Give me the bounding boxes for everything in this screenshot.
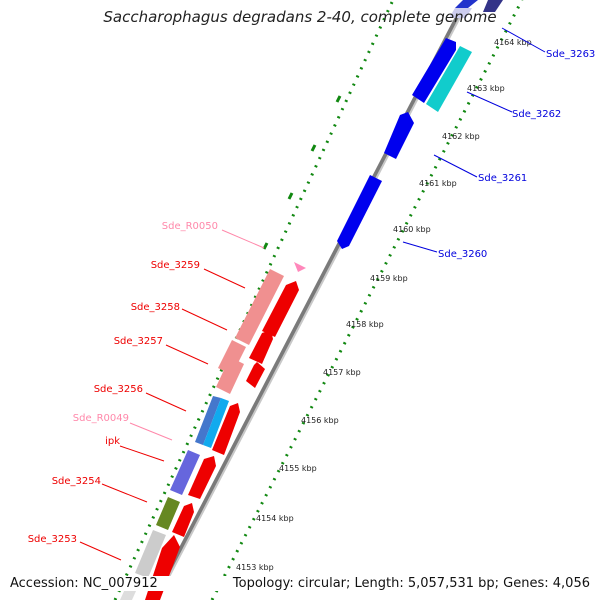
gene-sde3254-green[interactable] bbox=[156, 497, 180, 530]
gene-sde3257-light[interactable] bbox=[216, 357, 244, 394]
gene-label[interactable]: Sde_3259 bbox=[151, 260, 200, 271]
tick-label: 4158 kbp bbox=[346, 320, 384, 329]
backbone-line bbox=[152, 0, 468, 600]
gene-sde3253-gray[interactable] bbox=[135, 530, 166, 578]
gene-sde3258-light[interactable] bbox=[218, 340, 246, 375]
gene-sde3262-blue[interactable] bbox=[412, 38, 456, 103]
leader-line bbox=[101, 483, 148, 503]
gene-ipk[interactable] bbox=[188, 456, 216, 499]
leader-line bbox=[221, 229, 265, 249]
gene-label[interactable]: Sde_3262 bbox=[512, 109, 561, 120]
leader-line bbox=[203, 268, 246, 289]
ring-tick bbox=[287, 192, 294, 200]
gene-label[interactable]: Sde_3253 bbox=[28, 534, 77, 545]
gene-label[interactable]: Sde_3260 bbox=[438, 249, 487, 260]
leader-line bbox=[466, 91, 513, 113]
topology-text: Topology: circular; Length: 5,057,531 bp… bbox=[232, 576, 590, 591]
gene-sde3259-light[interactable] bbox=[235, 269, 284, 345]
tick-label: 4159 kbp bbox=[370, 274, 408, 283]
ring-tick bbox=[262, 242, 269, 250]
gene-sde3262[interactable] bbox=[426, 46, 472, 112]
left-labels: Sde_R0050 Sde_3259 Sde_3258 Sde_3257 Sde_325… bbox=[28, 221, 265, 561]
tick-label: 4156 kbp bbox=[301, 416, 339, 425]
tick-label: 4164 kbp bbox=[494, 38, 532, 47]
gene-label[interactable]: Sde_3263 bbox=[546, 49, 595, 60]
tick-label: 4155 kbp bbox=[279, 464, 317, 473]
accession-text: Accession: NC_007912 bbox=[10, 576, 158, 591]
ring-tick bbox=[335, 95, 342, 103]
tick-label: 4154 kbp bbox=[256, 514, 294, 523]
leader-line bbox=[79, 541, 122, 561]
gene-top-light[interactable] bbox=[449, 8, 472, 18]
forward-features bbox=[337, 0, 503, 249]
map-title: Saccharophagus degradans 2-40, complete … bbox=[103, 8, 497, 26]
tick-label: 4161 kbp bbox=[419, 179, 457, 188]
leader-line bbox=[129, 422, 173, 441]
gene-top-dark[interactable] bbox=[483, 0, 503, 12]
gene-sde3256-cyan[interactable] bbox=[203, 398, 229, 448]
outer-ring-dashes bbox=[262, 95, 342, 250]
tick-label: 4163 kbp bbox=[467, 84, 505, 93]
gene-label[interactable]: ipk bbox=[105, 436, 120, 447]
leader-line bbox=[165, 344, 209, 365]
gene-sde3258[interactable] bbox=[249, 330, 273, 364]
tick-label: 4153 kbp bbox=[236, 563, 274, 572]
tick-label: 4157 kbp bbox=[323, 368, 361, 377]
gene-label[interactable]: Sde_3258 bbox=[131, 302, 180, 313]
leader-line bbox=[501, 27, 546, 53]
leader-line bbox=[402, 241, 438, 253]
gene-sde3256-red[interactable] bbox=[212, 403, 240, 455]
leader-line bbox=[119, 445, 165, 462]
gene-label[interactable]: Sde_3254 bbox=[52, 476, 101, 487]
gene-sde3261[interactable] bbox=[384, 112, 414, 159]
gene-sde3259[interactable] bbox=[262, 281, 299, 337]
gene-label[interactable]: Sde_R0050 bbox=[162, 221, 218, 232]
right-labels: Sde_3263 Sde_3262 Sde_3261 Sde_3260 bbox=[402, 27, 595, 260]
gene-label[interactable]: Sde_3261 bbox=[478, 173, 527, 184]
tick-labels: 4153 kbp 4154 kbp 4155 kbp 4156 kbp 4157 kbp… bbox=[236, 38, 532, 572]
backbone-highlight bbox=[156, 0, 470, 600]
gene-sde3260[interactable] bbox=[337, 175, 382, 249]
outer-dotted-ring bbox=[113, 0, 395, 600]
gene-sde3256[interactable] bbox=[195, 396, 221, 445]
map-footer: Accession: NC_007912 Topology: circular;… bbox=[10, 576, 590, 591]
leader-line bbox=[181, 308, 228, 331]
gene-sde3263[interactable] bbox=[455, 0, 478, 8]
ring-tick bbox=[310, 144, 317, 152]
tick-label: 4162 kbp bbox=[442, 132, 480, 141]
gene-ipk-purple[interactable] bbox=[170, 450, 200, 495]
gene-sde3257[interactable] bbox=[246, 362, 265, 388]
gene-label[interactable]: Sde_3257 bbox=[114, 336, 163, 347]
leader-line bbox=[145, 392, 187, 412]
rrna-marker[interactable] bbox=[294, 262, 306, 272]
gene-label[interactable]: Sde_3256 bbox=[94, 384, 143, 395]
gene-sde3254[interactable] bbox=[172, 503, 194, 537]
gene-label[interactable]: Sde_R0049 bbox=[73, 413, 129, 424]
tick-label: 4160 kbp bbox=[393, 225, 431, 234]
leader-line bbox=[433, 154, 478, 178]
